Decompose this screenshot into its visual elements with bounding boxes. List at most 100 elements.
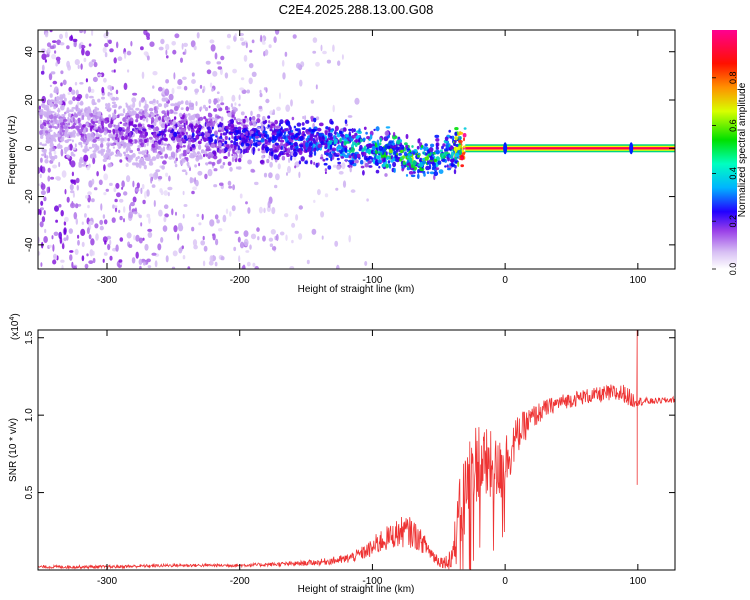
heatmap-ridge-cell	[74, 113, 79, 118]
heatmap-ridge-cell	[443, 155, 446, 159]
heatmap-speckle	[263, 87, 267, 91]
heatmap-speckle	[222, 214, 227, 223]
heatmap-ridge-cell	[168, 145, 173, 151]
heatmap-ridge-cell	[77, 111, 82, 116]
heatmap-speckle	[218, 228, 223, 232]
heatmap-speckle	[144, 243, 149, 251]
heatmap-ridge-cell	[278, 122, 281, 127]
heatmap-speckle	[162, 225, 168, 232]
heatmap-ridge-cell	[92, 138, 97, 143]
heatmap-speckle	[59, 42, 65, 46]
y-tick-label: 1.0	[24, 408, 35, 422]
heatmap-speckle	[95, 233, 99, 241]
heatmap-speckle	[234, 102, 237, 106]
heatmap-speckle	[298, 205, 303, 210]
heatmap-ridge-cell	[457, 161, 460, 167]
y-tick-label: -40	[24, 237, 35, 252]
heatmap-speckle	[246, 261, 251, 267]
heatmap-speckle	[265, 98, 270, 104]
heatmap-ridge-cell	[163, 128, 167, 133]
heatmap-speckle	[61, 264, 64, 269]
heatmap-ridge-cell	[354, 139, 359, 143]
heatmap-speckle	[209, 255, 214, 263]
heatmap-ridge-cell	[213, 151, 217, 157]
heatmap-ridge-cell	[47, 129, 53, 133]
heatmap-ridge-cell	[107, 107, 111, 113]
heatmap-speckle	[77, 64, 80, 69]
heatmap-ridge-cell	[135, 113, 140, 119]
heatmap-ridge-cell	[68, 122, 71, 126]
heatmap-speckle	[144, 191, 147, 199]
x-tick-label: -200	[230, 576, 250, 587]
heatmap-ridge-cell	[99, 116, 102, 122]
heatmap-speckle	[46, 186, 49, 194]
heatmap-ridge-cell	[312, 143, 316, 149]
heatmap-ridge-cell	[191, 107, 194, 111]
heatmap-speckle	[48, 244, 52, 248]
heatmap-ridge-cell	[285, 120, 291, 126]
heatmap-ridge-cell	[362, 151, 367, 157]
heatmap-ridge-cell	[312, 139, 316, 144]
heatmap-ridge-cell	[273, 149, 278, 153]
heatmap-ridge-cell	[387, 145, 391, 150]
heatmap-speckle	[132, 101, 136, 108]
heatmap-ridge-cell	[148, 107, 154, 112]
heatmap-ridge-cell	[87, 133, 91, 137]
heatmap-speckle	[66, 45, 70, 50]
heatmap-ridge-cell	[348, 128, 353, 132]
heatmap-ridge-cell	[181, 169, 187, 172]
heatmap-ridge-cell	[178, 137, 182, 142]
heatmap-ridge-cell	[180, 128, 186, 132]
heatmap-speckle	[58, 231, 62, 240]
heatmap-speckle	[130, 201, 135, 207]
heatmap-ridge-cell	[75, 119, 79, 125]
heatmap-ridge-cell	[318, 132, 323, 138]
heatmap-ridge-cell	[125, 104, 129, 108]
heatmap-speckle	[212, 233, 216, 241]
heatmap-ridge-cell	[172, 155, 176, 159]
heatmap-ridge-cell	[340, 153, 343, 157]
heatmap-ridge-cell	[238, 103, 241, 107]
heatmap-ridge-cell	[154, 127, 160, 131]
heatmap-ridge-cell	[301, 122, 305, 126]
heatmap-ridge-cell	[144, 149, 148, 153]
heatmap-speckle	[320, 211, 325, 218]
heatmap-ridge-cell	[299, 135, 304, 142]
x-tick-label: 0	[502, 576, 508, 587]
heatmap-ridge-cell	[398, 152, 402, 156]
heatmap-ridge-cell	[107, 143, 110, 148]
heatmap-ridge-cell	[224, 140, 228, 145]
heatmap-speckle	[40, 48, 46, 52]
heatmap-speckle	[338, 171, 344, 175]
heatmap-ridge-cell	[62, 104, 65, 108]
heatmap-ridge-cell	[322, 158, 326, 162]
heatmap-ridge-cell	[225, 125, 230, 130]
tone-bump	[503, 142, 508, 155]
heatmap-speckle	[245, 201, 248, 205]
heatmap-ridge-cell	[426, 171, 430, 175]
heatmap-speckle	[55, 176, 61, 181]
heatmap-speckle	[226, 33, 232, 39]
heatmap-ridge-cell	[231, 106, 237, 110]
heatmap-speckle	[47, 175, 51, 182]
heatmap-speckle	[119, 159, 123, 163]
heatmap-ridge-cell	[331, 141, 334, 146]
heatmap-speckle	[128, 211, 134, 219]
heatmap-speckle	[104, 52, 108, 58]
heatmap-speckle	[109, 255, 113, 261]
heatmap-ridge-cell	[313, 147, 317, 152]
heatmap-speckle	[243, 238, 249, 247]
heatmap-ridge-cell	[58, 100, 63, 105]
heatmap-speckle	[52, 244, 55, 252]
heatmap-ridge-cell	[180, 120, 184, 123]
heatmap-speckle	[91, 59, 97, 63]
heatmap-ridge-cell	[49, 139, 54, 144]
heatmap-speckle	[165, 49, 168, 56]
heatmap-ridge-cell	[231, 153, 234, 157]
x-tick-label: 100	[629, 576, 646, 587]
heatmap-ridge-cell	[191, 149, 196, 153]
heatmap-ridge-cell	[105, 149, 111, 154]
heatmap-ridge-cell	[448, 154, 451, 159]
heatmap-ridge-cell	[151, 156, 157, 161]
heatmap-ridge-cell	[44, 158, 49, 164]
